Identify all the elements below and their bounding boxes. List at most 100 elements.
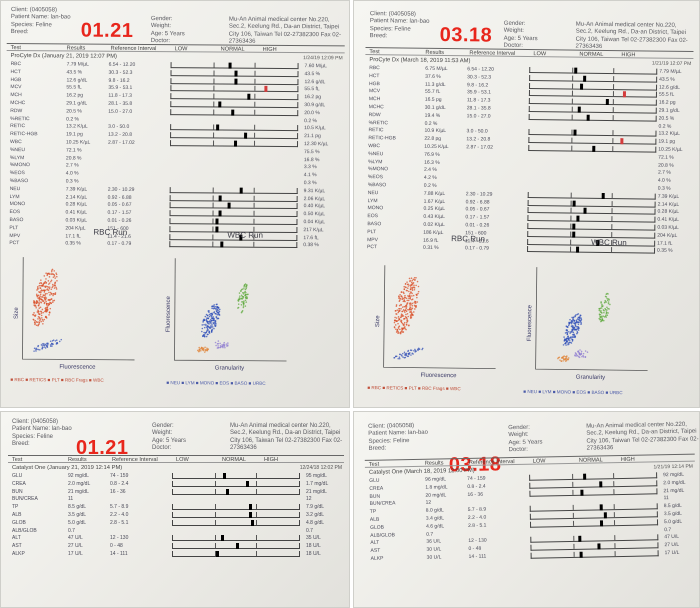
col-high: HIGH bbox=[262, 46, 277, 53]
range-marker bbox=[576, 215, 580, 222]
mono-cluster bbox=[557, 355, 570, 362]
reference-interval: 14 - 111 bbox=[110, 550, 128, 557]
test-name: PCT bbox=[367, 244, 378, 251]
test-result: 4.2 % bbox=[423, 174, 437, 182]
result-row: GLOB 5.0 g/dL 2.8 - 5.1 4.8 g/dL bbox=[10, 519, 348, 527]
report-header: Client: (0405058) Patient Name: lan-bao … bbox=[360, 414, 699, 477]
reference-interval: 0 - 48 bbox=[468, 545, 482, 553]
range-marker bbox=[236, 543, 239, 550]
previous-value: 4.1 % bbox=[303, 172, 317, 179]
test-name: RDW bbox=[368, 111, 381, 119]
rbc-scatter-plot: Size Fluorescence bbox=[14, 257, 135, 371]
test-name: %NEU bbox=[9, 146, 26, 153]
previous-value: 9.31 K/µL bbox=[303, 187, 326, 195]
reference-interval: 3.0 - 50.0 bbox=[108, 124, 130, 131]
test-result: 21 mg/dL bbox=[68, 488, 89, 495]
reference-interval: 13.2 - 20.8 bbox=[466, 136, 491, 143]
test-name: MPV bbox=[367, 236, 379, 243]
column-header-row: Test Results Reference Interval LOW NORM… bbox=[6, 43, 345, 54]
test-result: 55.5 fL bbox=[66, 84, 82, 91]
range-marker bbox=[215, 226, 219, 233]
previous-value: 0.35 % bbox=[657, 247, 673, 255]
test-result: 7.88 K/µL bbox=[423, 190, 446, 197]
test-result: 2.0 mg/dL bbox=[68, 480, 91, 487]
range-gauge bbox=[530, 550, 659, 559]
test-name: ALB/GLOB bbox=[12, 527, 37, 534]
test-name: AST bbox=[12, 543, 22, 550]
col-normal: NORMAL bbox=[222, 457, 246, 463]
previous-value: 4.0 % bbox=[657, 177, 671, 184]
reference-interval: 0.05 - 0.67 bbox=[465, 206, 490, 213]
range-gauge bbox=[527, 246, 656, 254]
previous-value: 10.25 K/µL bbox=[658, 146, 683, 153]
test-result: 30.1 g/dL bbox=[424, 104, 446, 112]
rbc-run-label: RBC Run bbox=[93, 227, 128, 237]
reference-interval: 12 - 130 bbox=[468, 537, 487, 545]
test-result: 0.28 K/µL bbox=[65, 201, 88, 208]
reference-interval: 2.8 - 5.1 bbox=[110, 519, 129, 526]
test-name: %EOS bbox=[9, 170, 25, 177]
previous-value: 16.2 pg bbox=[658, 99, 676, 107]
wbc-scatter-plot: Fluorescence Granularity bbox=[527, 267, 648, 381]
test-result: 0.35 % bbox=[65, 240, 81, 247]
rbc-run-label: RBC Run bbox=[451, 234, 486, 244]
report-header: Client: (0405058) Patient Name: lan-bao … bbox=[4, 415, 348, 459]
test-name: HCT bbox=[369, 72, 380, 80]
reference-interval: 15.0 - 27.0 bbox=[108, 108, 133, 115]
y-axis-label: Size bbox=[375, 315, 381, 327]
test-result: 92 mg/dL bbox=[68, 473, 89, 479]
neu-cluster bbox=[201, 303, 221, 338]
weight: Weight: bbox=[150, 23, 172, 30]
test-result: 30 U/L bbox=[426, 546, 442, 553]
range-gauge bbox=[170, 171, 298, 178]
previous-value: 3.2 g/dL bbox=[306, 511, 325, 518]
reference-interval: 16 - 36 bbox=[467, 491, 484, 498]
test-name: %RETIC bbox=[368, 119, 389, 126]
test-result: 0.43 K/µL bbox=[423, 213, 445, 221]
reference-interval: 5.7 - 8.9 bbox=[110, 504, 129, 511]
test-name: %RETIC bbox=[10, 115, 30, 122]
chemistry-report-0121: Client: (0405058) Patient Name: lan-bao … bbox=[0, 411, 350, 608]
retic-cluster bbox=[393, 347, 424, 360]
range-marker bbox=[216, 124, 220, 131]
range-gauge bbox=[172, 504, 300, 511]
test-result: 2.7 % bbox=[65, 162, 79, 169]
previous-value: 13.2 K/µL bbox=[658, 131, 681, 138]
test-name: LYM bbox=[367, 197, 378, 204]
previous-result-date: 1/21/19 12:07 PM bbox=[651, 60, 692, 68]
x-axis-label: Fluorescence bbox=[420, 373, 457, 379]
test-name: MCH bbox=[10, 92, 22, 99]
previous-value: 92 mg/dL bbox=[663, 471, 685, 479]
retic-cluster bbox=[33, 338, 63, 352]
test-name: HGB bbox=[10, 76, 22, 83]
previous-value: 0.40 K/µL bbox=[303, 203, 326, 210]
test-result: 17 U/L bbox=[68, 550, 83, 557]
range-marker bbox=[239, 187, 244, 194]
test-result: 0.2 % bbox=[66, 116, 80, 123]
previous-value: 19.1 pg bbox=[658, 138, 676, 146]
range-marker bbox=[572, 231, 576, 238]
range-marker bbox=[244, 132, 248, 139]
test-result: 0.2 % bbox=[424, 120, 438, 127]
previous-value: 0.7 bbox=[664, 526, 672, 533]
reference-interval: 11.8 - 17.3 bbox=[108, 92, 132, 100]
previous-value: 20.8 % bbox=[658, 162, 674, 169]
col-results: Results bbox=[66, 45, 86, 52]
patient-name: Patient Name: lan-bao bbox=[12, 426, 72, 433]
previous-value: 5.0 g/dL bbox=[663, 518, 683, 525]
rbc-cluster bbox=[32, 268, 58, 327]
test-result: 7.39 K/µL bbox=[65, 186, 88, 193]
test-name: NEU bbox=[367, 189, 379, 196]
reference-interval: 9.8 - 16.2 bbox=[108, 77, 130, 84]
test-result: 0.03 K/µL bbox=[65, 217, 88, 224]
test-result: 4.0 % bbox=[65, 170, 79, 177]
test-name: BUN/CREA bbox=[369, 500, 396, 508]
previous-value: 27 U/L bbox=[664, 542, 680, 549]
col-high: HIGH bbox=[264, 457, 278, 463]
previous-value: 0.03 K/µL bbox=[657, 224, 679, 231]
test-name: ALT bbox=[370, 540, 380, 547]
report-header: Client: (0405058) Patient Name: lan-bao … bbox=[3, 3, 349, 45]
x-axis-label: Fluorescence bbox=[59, 364, 96, 370]
wbc-legend: ■ NEU ■ LYM ■ MONO ■ EOS ■ BASO ■ URBC bbox=[166, 380, 266, 386]
species: Species: Feline bbox=[12, 433, 54, 440]
